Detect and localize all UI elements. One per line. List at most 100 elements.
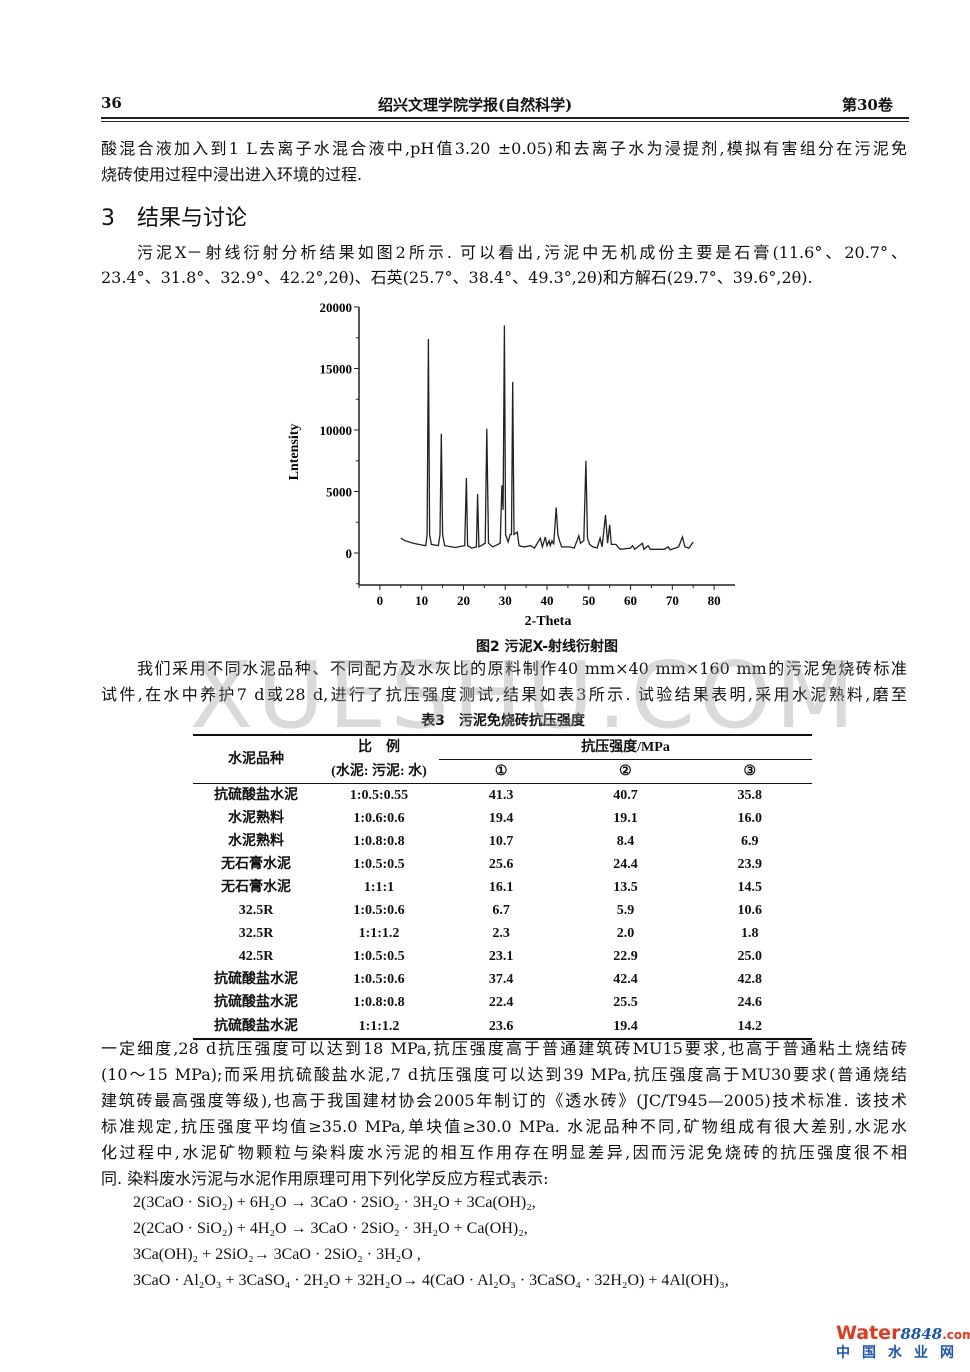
x-tick-label: 50 [582,593,595,608]
table-cell: 抗硫酸盐水泥 [214,788,298,803]
table-cell: 1:0.8:0.8 [353,834,405,849]
logo-word: Water [836,1322,901,1344]
x-axis-label: 2-Theta [525,614,572,629]
y-tick-label: 10000 [320,423,353,438]
table-cell: 16.0 [737,811,763,826]
table-cell: 1:0.6:0.6 [353,811,405,826]
chemical-equation: 3Ca(OH)₂ + 2SiO₂→ 3CaO · 2SiO₂ · 3H₂O , [133,1246,421,1263]
table-cell: 6.7 [492,903,510,918]
table-row: 抗硫酸盐水泥 1:0.8:0.8 22.4 25.5 24.6 [193,991,812,1014]
x-tick-label: 10 [415,593,428,608]
table-cell: 抗硫酸盐水泥 [214,995,298,1010]
logo-number: 8848 [900,1325,943,1343]
table-row: 抗硫酸盐水泥 1:1:1.2 23.6 19.4 14.2 [193,1014,812,1039]
chemical-equation: 2(2CaO · SiO₂) + 4H₂O → 3CaO · 2SiO₂ · 3… [133,1220,528,1237]
x-tick-label: 20 [457,593,470,608]
table-cell: 1:0.5:0.6 [353,972,405,987]
table-cell: 10.6 [737,903,763,918]
table-cell: 25.0 [737,949,763,964]
table-cell: 37.4 [488,972,514,987]
x-tick-label: 60 [624,593,637,608]
table-cell: 40.7 [613,788,638,803]
table-cell: 1:0.8:0.8 [353,995,405,1010]
text-line: 标准规定,抗压强度平均值≥35.0 MPa,单块值≥30.0 MPa. 水泥品种… [101,1117,907,1136]
table-cell: 6.9 [741,834,759,849]
table-cell: 1:0.5:0.5 [353,949,405,964]
table-cell: 23.6 [488,1018,514,1034]
header-s3: ③ [743,764,757,779]
table-cell: 2.3 [492,926,510,941]
table-cell: 14.2 [737,1018,763,1034]
table-cell: 35.8 [737,788,763,803]
table-cell: 32.5R [238,926,274,941]
y-tick-label: 20000 [320,300,353,315]
header-strength: 抗压强度/MPa [439,735,812,760]
y-tick-label: 0 [346,546,353,561]
table-cell: 41.3 [488,788,514,803]
table-row: 无石膏水泥 1:1:1 16.1 13.5 14.5 [193,876,812,899]
table-cell: 24.4 [613,857,638,872]
table-cell: 42.4 [613,972,638,987]
logo-chinese: 中国水业网 [836,1345,966,1361]
text-line: 建筑砖最高强度等级),也高于我国建材协会2005年制订的《透水砖》(JC/T94… [101,1091,907,1110]
header-ratio-sub: (水泥: 污泥: 水) [331,763,427,779]
logo-suffix: .com [942,1328,970,1342]
table-cell: 2.0 [616,926,635,941]
table-cell: 23.9 [737,857,763,872]
table-cell: 1.8 [741,926,759,941]
table-row: 42.5R 1:0.5:0.5 23.1 22.9 25.0 [193,945,812,968]
table-row: 无石膏水泥 1:0.5:0.5 25.6 24.4 23.9 [193,853,812,876]
header-ratio: 比 例 [358,740,400,756]
table-cell: 无石膏水泥 [221,857,291,872]
table-cell: 10.7 [488,834,514,849]
table-cell: 42.5R [238,949,274,964]
header-cement-type: 水泥品种 [193,735,319,784]
text-line: 23.4°、31.8°、32.9°、42.2°,2θ)、石英(25.7°、38.… [101,268,813,287]
section-heading: 3 结果与讨论 [101,206,247,231]
table-cell: 22.4 [488,995,514,1010]
text-line: 化过程中,水泥矿物颗粒与染料废水污泥的相互作用存在明显差异,因而污泥免烧砖的抗压… [101,1143,907,1162]
y-tick-label: 15000 [320,362,353,377]
text-line: (10～15 MPa);而采用抗硫酸盐水泥,7 d抗压强度可以达到39 MPa,… [101,1065,907,1084]
y-axis-label: Lntensity [287,424,302,481]
table-cell: 1:0.5:0.6 [353,903,405,918]
table-cell: 1:1:1 [363,880,395,895]
table-caption: 表3 污泥免烧砖抗压强度 [421,713,585,729]
x-tick-label: 0 [377,593,384,608]
text-line: 同. 染料废水污泥与水泥作用原理可用下列化学反应方程式表示: [101,1169,549,1188]
table-cell: 抗硫酸盐水泥 [214,1018,298,1034]
table-cell: 23.1 [488,949,514,964]
table-cell: 19.4 [613,1018,638,1034]
header-rule [101,117,909,119]
table-cell: 抗硫酸盐水泥 [214,972,298,987]
text-line: 一定细度,28 d抗压强度可以达到18 MPa,抗压强度高于普通建筑砖MU15要… [101,1039,907,1058]
table-cell: 24.6 [737,995,763,1010]
table-cell: 25.6 [488,857,514,872]
table-row: 抗硫酸盐水泥 1:0.5:0.55 41.3 40.7 35.8 [193,784,812,808]
journal-title: 绍兴文理学院学报(自然科学) [378,96,573,114]
table-cell: 14.5 [737,880,763,895]
text-line: 烧砖使用过程中浸出进入环境的过程. [101,165,363,184]
table-cell: 32.5R [238,903,274,918]
figure-caption: 图2 污泥X-射线衍射图 [475,639,619,655]
table-cell: 无石膏水泥 [221,880,291,895]
x-tick-label: 40 [541,593,554,608]
page-number: 36 [101,94,122,112]
table-cell: 13.5 [613,880,638,895]
text-line: 酸混合液加入到1 L去离子水混合液中,pH值3.20 ±0.05)和去离子水为浸… [101,139,907,158]
volume-label: 第30卷 [842,96,893,114]
table-cell: 水泥熟料 [228,811,284,826]
table-row: 水泥熟料 1:0.6:0.6 19.4 19.1 16.0 [193,807,812,830]
x-tick-label: 70 [666,593,679,608]
table-row: 32.5R 1:1:1.2 2.3 2.0 1.8 [193,922,812,945]
header-s1: ① [494,764,508,779]
table-cell: 1:0.5:0.5 [353,857,405,872]
table-cell: 1:1:1.2 [358,1018,400,1034]
chemical-equation: 3CaO · Al₂O₃ + 3CaSO₄ · 2H₂O + 32H₂O→ 4(… [133,1272,729,1289]
table-cell: 19.1 [613,811,638,826]
table-row: 32.5R 1:0.5:0.6 6.7 5.9 10.6 [193,899,812,922]
text-line: 试件,在水中养护7 d或28 d,进行了抗压强度测试,结果如表3所示. 试验结果… [101,685,907,704]
strength-table: 水泥品种 比 例 抗压强度/MPa (水泥: 污泥: 水) ① ② ③ 抗硫酸盐… [193,734,812,1040]
table-cell: 42.8 [737,972,763,987]
table-cell: 5.9 [616,903,635,918]
